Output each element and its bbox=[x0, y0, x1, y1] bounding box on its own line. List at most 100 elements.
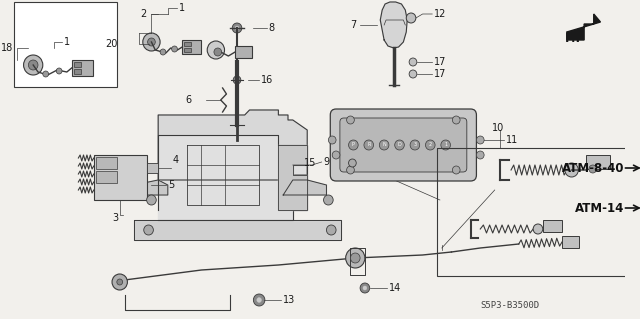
Circle shape bbox=[533, 224, 543, 234]
Circle shape bbox=[253, 294, 265, 306]
Circle shape bbox=[363, 286, 367, 290]
Circle shape bbox=[347, 116, 355, 124]
Circle shape bbox=[207, 41, 225, 59]
Text: 12: 12 bbox=[434, 9, 447, 19]
Text: 17: 17 bbox=[434, 57, 447, 67]
Text: 11: 11 bbox=[506, 135, 518, 145]
Text: ATM-8-40: ATM-8-40 bbox=[562, 161, 625, 174]
Circle shape bbox=[257, 298, 262, 302]
Bar bbox=[437, 148, 640, 276]
Polygon shape bbox=[158, 135, 307, 220]
Circle shape bbox=[56, 68, 62, 74]
Text: 18: 18 bbox=[1, 43, 13, 53]
Text: 20: 20 bbox=[106, 39, 118, 49]
Text: N: N bbox=[382, 143, 386, 147]
Bar bbox=[182, 40, 202, 54]
Circle shape bbox=[346, 248, 365, 268]
Text: P: P bbox=[352, 143, 355, 147]
Circle shape bbox=[235, 26, 239, 30]
Circle shape bbox=[324, 195, 333, 205]
Circle shape bbox=[326, 225, 336, 235]
Text: S5P3-B3500D: S5P3-B3500D bbox=[480, 301, 540, 310]
Bar bbox=[96, 171, 117, 183]
Circle shape bbox=[233, 76, 241, 84]
Text: 2: 2 bbox=[429, 143, 432, 147]
Bar bbox=[235, 46, 252, 58]
Circle shape bbox=[144, 225, 154, 235]
Circle shape bbox=[589, 165, 596, 173]
Polygon shape bbox=[134, 220, 341, 240]
Text: 8: 8 bbox=[269, 23, 275, 33]
Circle shape bbox=[328, 136, 336, 144]
Text: 2: 2 bbox=[140, 9, 147, 19]
Circle shape bbox=[349, 159, 356, 167]
Polygon shape bbox=[158, 110, 307, 180]
Text: 10: 10 bbox=[492, 123, 504, 133]
Text: R: R bbox=[367, 143, 371, 147]
Text: 1: 1 bbox=[444, 143, 447, 147]
Text: 9: 9 bbox=[324, 157, 330, 167]
Text: 16: 16 bbox=[261, 75, 273, 85]
Bar bbox=[147, 163, 158, 173]
Bar bbox=[562, 236, 579, 248]
Circle shape bbox=[347, 166, 355, 174]
Text: 17: 17 bbox=[434, 69, 447, 79]
Text: 6: 6 bbox=[185, 95, 191, 105]
Text: 1: 1 bbox=[64, 37, 70, 47]
Text: D: D bbox=[397, 143, 401, 147]
Circle shape bbox=[349, 140, 358, 150]
Circle shape bbox=[28, 60, 38, 70]
Bar bbox=[94, 155, 147, 200]
Circle shape bbox=[24, 55, 43, 75]
Circle shape bbox=[410, 140, 420, 150]
Bar bbox=[184, 42, 191, 46]
Polygon shape bbox=[380, 2, 407, 48]
Circle shape bbox=[172, 46, 177, 52]
Circle shape bbox=[441, 140, 451, 150]
Circle shape bbox=[214, 48, 221, 56]
Circle shape bbox=[452, 116, 460, 124]
Circle shape bbox=[351, 253, 360, 263]
Text: 14: 14 bbox=[389, 283, 401, 293]
Text: Fr.: Fr. bbox=[565, 32, 581, 45]
Text: 3: 3 bbox=[413, 143, 417, 147]
Bar bbox=[72, 60, 93, 76]
Polygon shape bbox=[283, 180, 326, 195]
Circle shape bbox=[160, 49, 166, 55]
Text: 1: 1 bbox=[179, 3, 186, 13]
Text: 7: 7 bbox=[351, 20, 356, 30]
Bar bbox=[543, 220, 562, 232]
Text: 3: 3 bbox=[112, 213, 118, 223]
Circle shape bbox=[426, 140, 435, 150]
Circle shape bbox=[236, 78, 239, 82]
Circle shape bbox=[476, 151, 484, 159]
Text: 13: 13 bbox=[283, 295, 296, 305]
Bar bbox=[74, 69, 81, 74]
Circle shape bbox=[409, 70, 417, 78]
Circle shape bbox=[406, 13, 416, 23]
Text: 4: 4 bbox=[173, 155, 179, 165]
Circle shape bbox=[360, 283, 370, 293]
Text: 15: 15 bbox=[305, 158, 317, 168]
Circle shape bbox=[395, 140, 404, 150]
Polygon shape bbox=[567, 14, 600, 40]
Polygon shape bbox=[134, 180, 168, 195]
Circle shape bbox=[117, 279, 123, 285]
Text: 5: 5 bbox=[168, 180, 174, 190]
FancyBboxPatch shape bbox=[330, 109, 476, 181]
Bar bbox=[586, 155, 610, 169]
FancyBboxPatch shape bbox=[340, 118, 467, 172]
Circle shape bbox=[565, 163, 579, 177]
Circle shape bbox=[452, 166, 460, 174]
Text: ATM-14: ATM-14 bbox=[575, 202, 625, 214]
Bar bbox=[14, 2, 117, 87]
Circle shape bbox=[476, 136, 484, 144]
Bar bbox=[184, 48, 191, 52]
Polygon shape bbox=[278, 145, 307, 210]
Circle shape bbox=[332, 151, 340, 159]
Circle shape bbox=[232, 23, 242, 33]
Circle shape bbox=[148, 38, 156, 46]
Circle shape bbox=[147, 195, 156, 205]
Circle shape bbox=[112, 274, 127, 290]
Circle shape bbox=[409, 58, 417, 66]
